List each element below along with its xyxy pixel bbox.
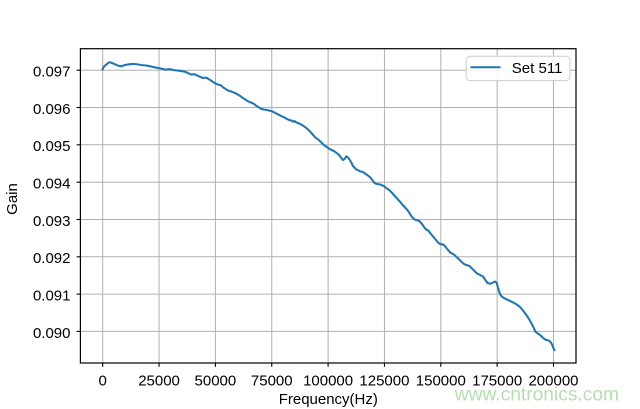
svg-text:0.090: 0.090 bbox=[33, 325, 71, 342]
svg-text:Frequency(Hz): Frequency(Hz) bbox=[279, 391, 378, 408]
svg-text:150000: 150000 bbox=[416, 373, 466, 390]
svg-text:0.091: 0.091 bbox=[33, 288, 71, 305]
svg-text:25000: 25000 bbox=[138, 373, 180, 390]
svg-text:200000: 200000 bbox=[528, 373, 578, 390]
svg-text:0.095: 0.095 bbox=[33, 138, 71, 155]
svg-text:50000: 50000 bbox=[195, 373, 237, 390]
svg-text:0: 0 bbox=[99, 373, 107, 390]
svg-text:0.093: 0.093 bbox=[33, 213, 71, 230]
svg-text:www.cntronics.com: www.cntronics.com bbox=[454, 384, 619, 405]
svg-text:Gain: Gain bbox=[4, 183, 21, 215]
svg-text:0.094: 0.094 bbox=[33, 176, 71, 193]
svg-text:0.092: 0.092 bbox=[33, 250, 71, 267]
svg-text:0.096: 0.096 bbox=[33, 101, 71, 118]
svg-text:125000: 125000 bbox=[359, 373, 409, 390]
svg-text:Set 511: Set 511 bbox=[512, 60, 563, 77]
svg-text:100000: 100000 bbox=[303, 373, 353, 390]
svg-text:75000: 75000 bbox=[251, 373, 293, 390]
svg-text:0.097: 0.097 bbox=[33, 64, 71, 81]
svg-text:175000: 175000 bbox=[472, 373, 522, 390]
